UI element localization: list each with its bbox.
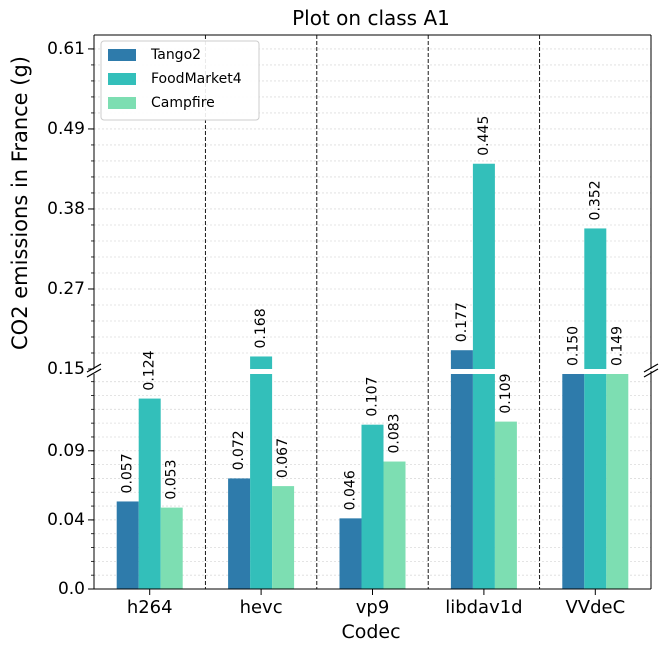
axis-break-mark xyxy=(86,368,102,378)
bar xyxy=(584,228,607,369)
legend-swatch xyxy=(108,49,136,61)
legend-label: FoodMarket4 xyxy=(151,71,242,87)
x-axis-label: Codec xyxy=(341,621,400,643)
data-label: 0.072 xyxy=(231,430,247,470)
y-tick-label: 0.38 xyxy=(47,199,85,219)
x-tick-label: VVdeC xyxy=(565,597,625,618)
bar xyxy=(250,374,273,589)
data-label: 0.177 xyxy=(454,302,470,342)
data-label: 0.067 xyxy=(275,438,291,478)
bar xyxy=(116,501,139,589)
legend-label: Tango2 xyxy=(150,47,201,63)
data-label: 0.445 xyxy=(476,116,492,156)
bar xyxy=(160,507,183,589)
bars xyxy=(116,163,629,589)
bar xyxy=(339,518,362,589)
bar xyxy=(228,478,251,589)
x-tick-label: libdav1d xyxy=(445,597,522,618)
data-label: 0.083 xyxy=(387,413,403,453)
y-tick-label: 0.04 xyxy=(47,510,85,530)
bar xyxy=(472,374,495,589)
x-tick-label: vp9 xyxy=(356,597,390,618)
bar xyxy=(272,486,295,589)
bar xyxy=(494,421,517,589)
data-label: 0.352 xyxy=(587,180,603,220)
legend: Tango2 FoodMarket4 Campfire xyxy=(100,40,260,121)
bar xyxy=(383,461,406,589)
bar xyxy=(138,398,161,589)
y-tick-label: 0.0 xyxy=(58,579,85,599)
bar xyxy=(472,163,495,369)
data-label: 0.150 xyxy=(565,326,581,366)
axis-break-mark xyxy=(643,363,659,373)
chart-title: Plot on class A1 xyxy=(292,6,450,30)
y-tick-label: 0.27 xyxy=(47,279,85,299)
bar xyxy=(584,374,607,589)
y-tick-label: 0.49 xyxy=(47,119,85,139)
y-axis-label: CO2 emissions in France (g) xyxy=(8,56,32,350)
data-label: 0.107 xyxy=(365,377,381,417)
y-tick-label: 0.15 xyxy=(47,359,85,379)
bar xyxy=(250,356,273,369)
data-label: 0.124 xyxy=(142,350,158,390)
data-label: 0.053 xyxy=(164,460,180,500)
data-label: 0.046 xyxy=(343,470,359,510)
bar xyxy=(361,424,384,589)
legend-label: Campfire xyxy=(151,95,215,111)
legend-swatch xyxy=(108,73,136,85)
data-label: 0.109 xyxy=(498,374,514,414)
data-label: 0.168 xyxy=(253,308,269,348)
axis-break-mark xyxy=(86,363,102,373)
bar xyxy=(606,374,629,589)
y-tick-label: 0.09 xyxy=(47,441,85,461)
x-tick-label: hevc xyxy=(240,597,283,618)
data-label: 0.057 xyxy=(120,453,136,493)
y-tick-label: 0.61 xyxy=(47,39,85,59)
data-labels: 0.057 0.072 0.046 0.177 0.150 0.124 0.168 0.107… xyxy=(120,116,626,511)
bar xyxy=(562,374,585,589)
bar xyxy=(450,350,473,369)
legend-box xyxy=(100,40,260,121)
x-tick-label: h264 xyxy=(127,597,173,618)
bar xyxy=(450,374,473,589)
legend-swatch xyxy=(108,97,136,109)
axis-break-mark xyxy=(643,368,659,378)
data-label: 0.149 xyxy=(609,326,625,366)
axes: 0.0 0.04 0.09 0.15 0.27 0.38 0.49 0.61 h264 hevc v… xyxy=(47,34,659,618)
